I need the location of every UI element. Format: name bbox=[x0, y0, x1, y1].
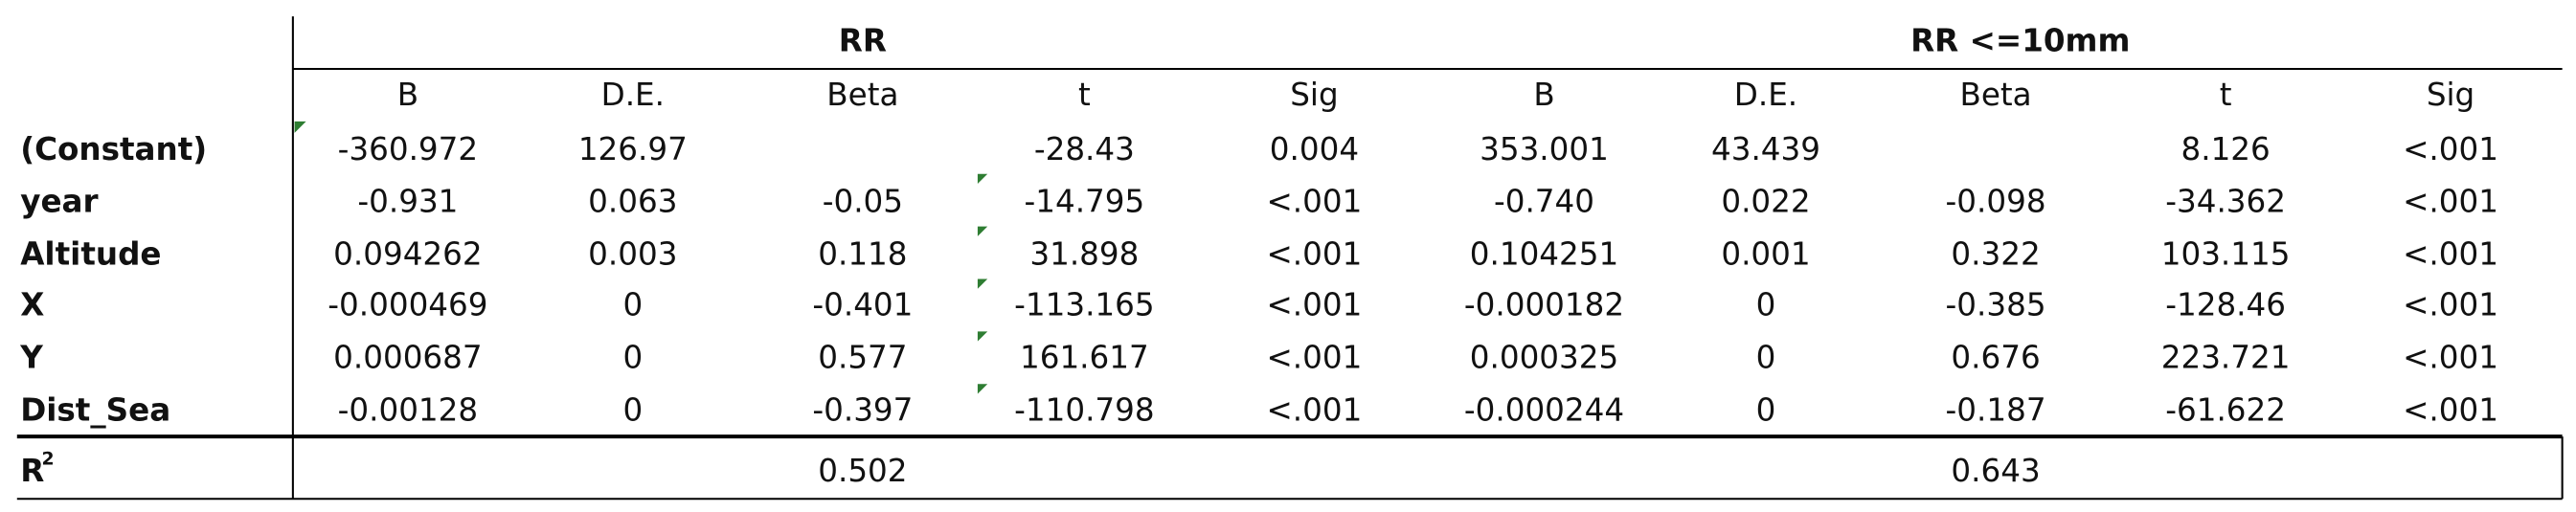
cell: -0.187 bbox=[1946, 391, 2046, 428]
column-header: Sig bbox=[1290, 77, 1338, 113]
cell-indicator bbox=[977, 278, 988, 289]
cell: -0.000182 bbox=[1464, 287, 1624, 323]
row-label: R bbox=[20, 453, 44, 489]
cell: -0.397 bbox=[812, 391, 913, 428]
cell: 0.000687 bbox=[333, 340, 482, 376]
cell: -110.798 bbox=[1014, 391, 1154, 428]
cell: 223.721 bbox=[2161, 340, 2291, 376]
cell: 103.115 bbox=[2161, 235, 2291, 272]
row-label: Dist_Sea bbox=[20, 391, 170, 428]
cell: <.001 bbox=[1267, 340, 1363, 376]
cell: <.001 bbox=[2403, 184, 2498, 220]
cell: 0 bbox=[622, 340, 643, 376]
cell: -0.00128 bbox=[338, 391, 478, 428]
cell: -360.972 bbox=[338, 131, 478, 167]
cell: 0.003 bbox=[588, 235, 677, 272]
column-header: Beta bbox=[826, 77, 898, 113]
column-header: D.E. bbox=[1734, 77, 1797, 113]
cell: 0.118 bbox=[818, 235, 907, 272]
cell: -0.740 bbox=[1494, 184, 1594, 220]
cell: -0.931 bbox=[357, 184, 458, 220]
row-label: Y bbox=[19, 340, 43, 376]
column-header: Beta bbox=[1959, 77, 2031, 113]
cell: 353.001 bbox=[1480, 131, 1609, 167]
cell: 0.001 bbox=[1721, 235, 1810, 272]
cell: -0.000244 bbox=[1464, 391, 1624, 428]
cell: 0.643 bbox=[1951, 453, 2040, 489]
group-header: RR bbox=[839, 23, 887, 59]
cell: 0.322 bbox=[1951, 235, 2040, 272]
cell: -28.43 bbox=[1034, 131, 1135, 167]
cell: <.001 bbox=[2403, 131, 2498, 167]
cell: -0.000469 bbox=[328, 287, 487, 323]
cell: 0.502 bbox=[818, 453, 907, 489]
cell: 0 bbox=[1756, 391, 1776, 428]
row-label: Altitude bbox=[20, 235, 161, 272]
cell: <.001 bbox=[1267, 184, 1363, 220]
column-header: B bbox=[397, 77, 418, 113]
cell: 0.676 bbox=[1951, 340, 2040, 376]
cell: <.001 bbox=[1267, 235, 1363, 272]
cell-indicator bbox=[977, 331, 988, 342]
cell: 8.126 bbox=[2181, 131, 2270, 167]
cell: -0.401 bbox=[812, 287, 913, 323]
cell: <.001 bbox=[2403, 340, 2498, 376]
column-header: D.E. bbox=[601, 77, 665, 113]
cell: 0 bbox=[622, 391, 643, 428]
cell: -14.795 bbox=[1024, 184, 1144, 220]
cell-indicator bbox=[977, 384, 988, 394]
column-header: B bbox=[1533, 77, 1554, 113]
cell: 0 bbox=[1756, 340, 1776, 376]
row-label: (Constant) bbox=[20, 131, 207, 167]
column-header: t bbox=[1078, 77, 1091, 113]
cell: 43.439 bbox=[1711, 131, 1820, 167]
cell: -0.098 bbox=[1946, 184, 2046, 220]
cell: -128.46 bbox=[2165, 287, 2286, 323]
cell: 0.004 bbox=[1270, 131, 1359, 167]
cell: <.001 bbox=[1267, 287, 1363, 323]
cell: 0.000325 bbox=[1470, 340, 1618, 376]
cell: <.001 bbox=[2403, 287, 2498, 323]
group-header: RR <=10mm bbox=[1910, 23, 2130, 59]
cell-indicator bbox=[977, 226, 988, 236]
cell: 0.104251 bbox=[1470, 235, 1618, 272]
cell: 0 bbox=[622, 287, 643, 323]
cell: 0.063 bbox=[588, 184, 677, 220]
superscript: 2 bbox=[42, 449, 55, 470]
cell: <.001 bbox=[2403, 235, 2498, 272]
column-header: t bbox=[2220, 77, 2232, 113]
cell-indicator bbox=[977, 173, 988, 185]
cell: 31.898 bbox=[1029, 235, 1139, 272]
cell: 161.617 bbox=[1020, 340, 1149, 376]
cell: -0.385 bbox=[1946, 287, 2046, 323]
column-header: Sig bbox=[2427, 77, 2474, 113]
cell: 0.094262 bbox=[333, 235, 482, 272]
cell: 0 bbox=[1756, 287, 1776, 323]
row-label: year bbox=[20, 184, 98, 220]
cell: <.001 bbox=[2403, 391, 2498, 428]
cell: -0.05 bbox=[823, 184, 903, 220]
cell: <.001 bbox=[1267, 391, 1363, 428]
cell: 0.022 bbox=[1721, 184, 1810, 220]
row-label: X bbox=[20, 287, 44, 323]
cell: -113.165 bbox=[1014, 287, 1154, 323]
cell: -61.622 bbox=[2165, 391, 2286, 428]
cell: -34.362 bbox=[2165, 184, 2286, 220]
cell: 126.97 bbox=[578, 131, 688, 167]
cell: 0.577 bbox=[818, 340, 907, 376]
